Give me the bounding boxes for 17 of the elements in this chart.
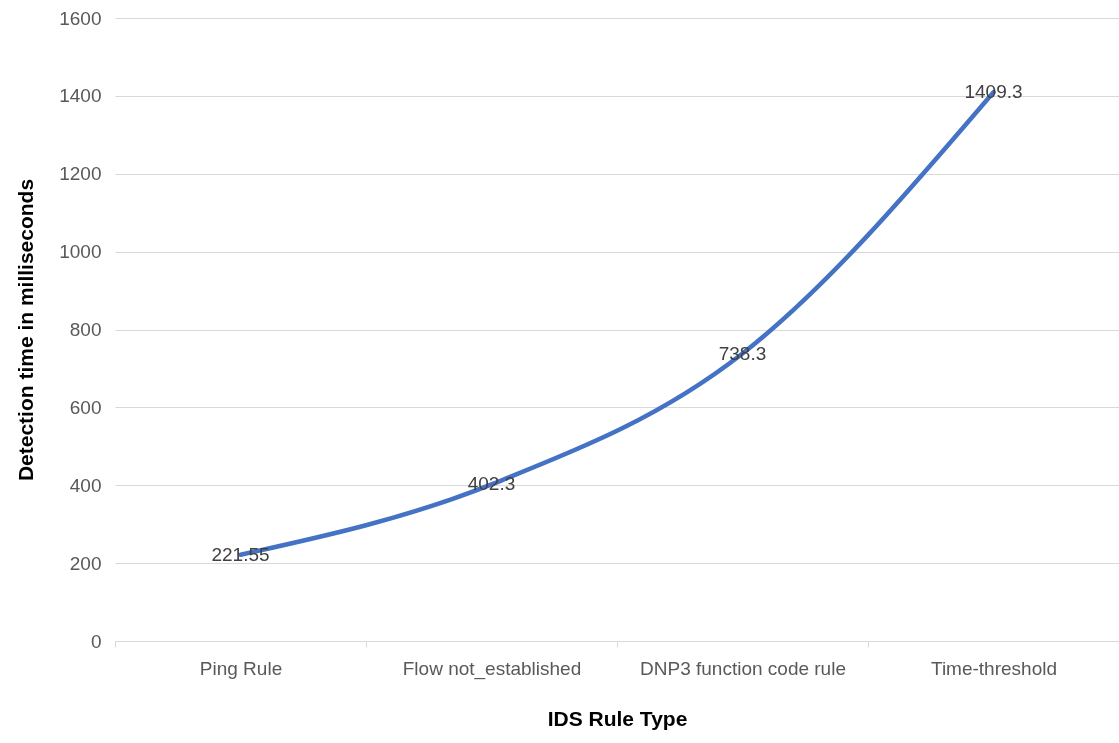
x-tick-label: Flow not_established [402, 657, 582, 680]
data-label: 1409.3 [964, 81, 1023, 103]
y-tick-label: 400 [69, 474, 102, 496]
x-axis-title: IDS Rule Type [547, 706, 688, 730]
y-axis-title: Detection time in milliseconds [14, 178, 38, 482]
y-tick-label: 1600 [59, 7, 102, 29]
x-tick-label: DNP3 function code rule [640, 657, 846, 679]
data-label: 221.55 [211, 543, 270, 565]
y-tick-label: 1400 [59, 85, 102, 107]
x-tick-label: Ping Rule [199, 657, 283, 679]
y-tick-label: 1000 [59, 241, 102, 263]
y-tick-label: 1200 [59, 163, 102, 185]
y-tick-label: 800 [69, 319, 102, 340]
y-tick-label: 600 [69, 396, 102, 418]
y-tick-label: 200 [69, 552, 102, 574]
y-tick-label: 0 [90, 630, 102, 652]
x-tick-label: Time-threshold [930, 657, 1058, 679]
